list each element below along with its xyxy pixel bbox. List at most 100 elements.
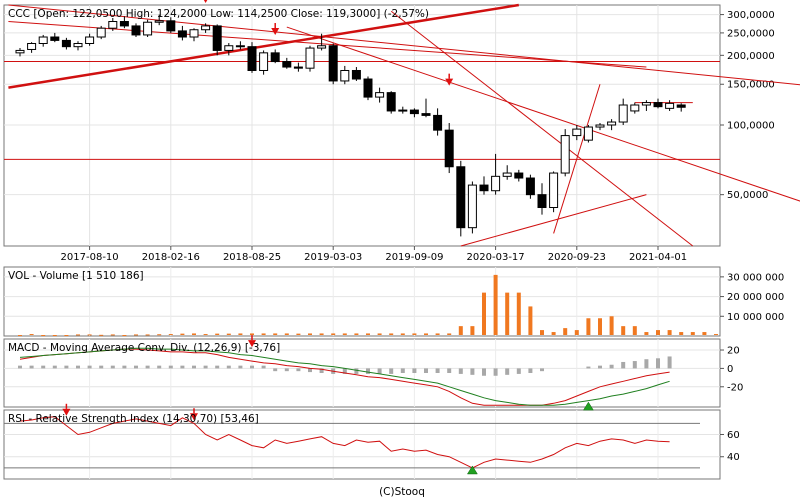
volume-bar (540, 330, 544, 335)
price-markers (203, 0, 454, 86)
macd-histogram-bar (621, 361, 626, 369)
macd-histogram-bar (203, 365, 208, 369)
volume-bar (424, 333, 428, 335)
macd-histogram-bar (122, 365, 127, 369)
footer-credit: (C)Stooq (379, 486, 425, 498)
macd-lines (19, 347, 670, 406)
volume-bar (18, 335, 22, 337)
rsi-tick-label: 40 (727, 452, 740, 463)
price-grid (4, 5, 720, 246)
date-tick-label: 2017-08-10 (61, 252, 119, 263)
candle-up (491, 175, 501, 192)
date-tick-label: 2018-08-25 (223, 252, 281, 263)
macd-series-line (19, 347, 670, 406)
volume-bar (99, 334, 104, 336)
candle-down (328, 45, 338, 82)
candle-down (537, 194, 547, 209)
volume-bar (76, 334, 80, 336)
candle-up (317, 45, 327, 49)
volume-bar (122, 335, 127, 337)
candle-down (386, 92, 396, 112)
trend-line (8, 3, 519, 89)
candle-up (108, 21, 118, 29)
candle-up (665, 102, 675, 109)
candle-down (166, 20, 176, 32)
volume-bar (180, 333, 185, 335)
rsi-grid: 60 40 (4, 410, 740, 479)
volume-bar (447, 333, 452, 335)
volume-bar (400, 333, 405, 335)
price-tick-label: 150,0000 (727, 80, 775, 91)
trend-line (460, 194, 647, 247)
volume-tick-label: 10 000 000 (727, 312, 784, 323)
volume-bar (157, 334, 162, 336)
candle-up (154, 20, 164, 23)
candle-up (224, 45, 234, 51)
candle-down (421, 113, 431, 116)
macd-histogram-bar (609, 364, 614, 369)
price-panel-frame (3, 4, 721, 247)
candle-up (583, 126, 593, 141)
volume-bar (308, 333, 312, 335)
candle-down (409, 109, 419, 115)
candle-up (73, 42, 83, 48)
volume-bar (389, 333, 394, 335)
candle-up (96, 27, 106, 38)
candle-down (212, 25, 222, 51)
macd-histogram-bar (296, 368, 301, 372)
volume-bar (87, 334, 92, 336)
volume-bar (192, 333, 196, 335)
volume-bar (563, 328, 568, 335)
volume-bar (52, 335, 57, 337)
candle-down (514, 172, 524, 179)
trend-line (286, 26, 800, 202)
macd-histogram-bar (250, 365, 254, 369)
candle-up (502, 172, 512, 177)
volume-bar (644, 332, 649, 335)
macd-histogram-bar (110, 365, 115, 369)
candle-down (525, 177, 535, 196)
candle-up (201, 25, 211, 31)
trend-line (8, 4, 800, 86)
macd-histogram-bar (528, 368, 533, 373)
volume-bar (621, 326, 626, 335)
volume-bar (470, 326, 475, 335)
volume-bar (516, 292, 521, 335)
macd-histogram-bar (41, 365, 46, 369)
macd-histogram-bar (226, 365, 231, 369)
volume-bar (435, 333, 440, 335)
macd-histogram-bar (632, 361, 637, 369)
date-tick-label: 2020-03-17 (467, 252, 525, 263)
macd-histogram-bar (319, 368, 324, 373)
candle-down (653, 102, 663, 108)
volume-bar (354, 333, 359, 335)
macd-histogram-bar (238, 365, 243, 369)
date-tick-label: 2018-02-16 (142, 252, 200, 263)
macd-histogram-bar (354, 368, 359, 374)
trend-lines (4, 3, 800, 247)
volume-bar (366, 333, 370, 335)
candle-up (38, 36, 48, 44)
volume-bar (586, 318, 591, 335)
candle-up (85, 36, 95, 44)
candle-up (618, 104, 628, 123)
sell-signal-arrow (203, 0, 208, 3)
volume-bar (29, 334, 34, 336)
macd-histogram-bar (134, 365, 138, 369)
macd-histogram-bar (64, 365, 69, 369)
price-tick-label: 300,0000 (727, 10, 775, 21)
candle-up (189, 29, 199, 38)
trend-line (390, 10, 694, 247)
volume-bar (261, 333, 266, 335)
candle-down (50, 36, 60, 41)
volume-bar (284, 333, 289, 335)
volume-bar (134, 334, 138, 336)
date-tick-label: 2019-03-03 (304, 252, 362, 263)
candle-down (456, 166, 466, 229)
candle-down (235, 45, 245, 48)
price-tick-label: 100,0000 (727, 120, 775, 131)
macd-histogram-bar (586, 366, 591, 369)
candle-down (282, 61, 292, 68)
candle-up (340, 69, 350, 82)
